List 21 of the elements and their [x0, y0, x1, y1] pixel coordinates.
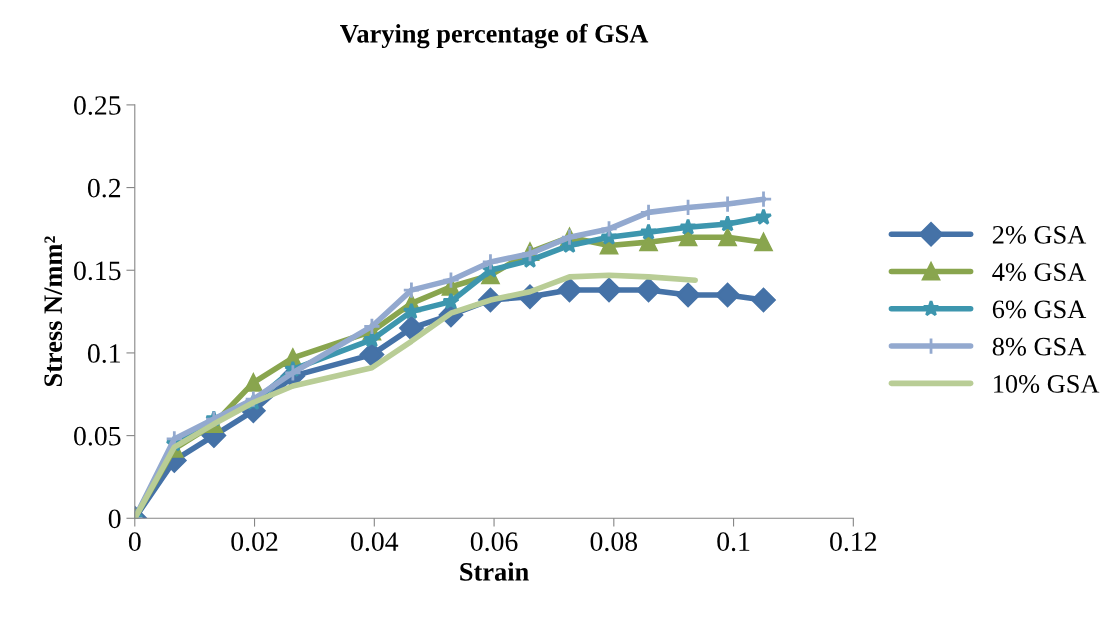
legend-label: 2% GSA — [992, 225, 1087, 244]
legend-label: 10% GSA — [994, 375, 1100, 393]
legend-label: 8% GSA — [992, 337, 1087, 356]
x-tick-label: 0.12 — [830, 532, 877, 552]
chart-title: Varying percentage of GSA — [340, 23, 649, 49]
y-tick-label: 0 — [108, 509, 121, 529]
y-tick-label: 0.05 — [74, 426, 121, 446]
legend-label: 6% GSA — [992, 300, 1087, 319]
y-tick-label: 0.15 — [74, 261, 121, 281]
x-tick-label: 0 — [128, 532, 141, 552]
y-tick-label: 0.2 — [87, 178, 121, 198]
x-tick-label: 0.04 — [351, 532, 399, 552]
x-tick-label: 0.08 — [590, 532, 638, 552]
y-tick-label: 0.25 — [74, 96, 121, 115]
x-tick-label: 0.1 — [717, 532, 750, 552]
y-axis-title: Stress N/mm² — [44, 236, 63, 387]
x-axis-title: Strain — [460, 562, 529, 581]
y-tick-label: 0.1 — [87, 344, 120, 363]
x-tick-label: 0.02 — [231, 532, 278, 552]
legend-label: 4% GSA — [992, 263, 1087, 282]
x-tick-label: 0.06 — [470, 532, 518, 552]
